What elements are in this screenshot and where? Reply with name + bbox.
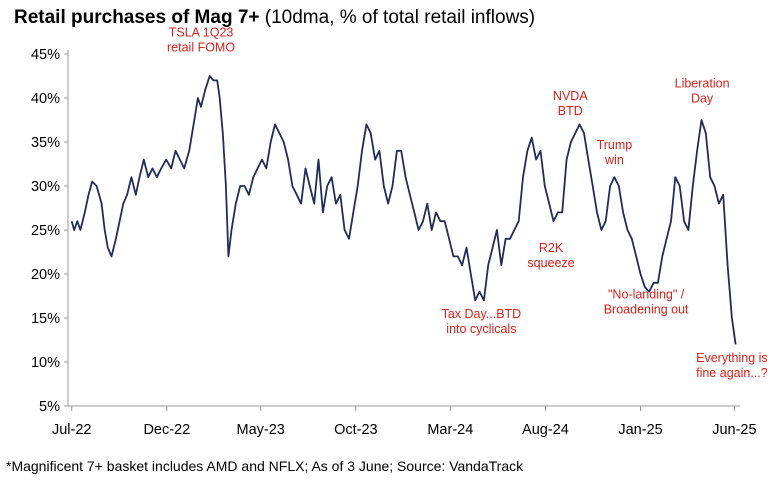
annotation-label: Everything is fine again...? <box>696 351 767 380</box>
series-line <box>70 75 737 345</box>
annotation-line: retail FOMO <box>167 40 235 54</box>
chart-axes <box>64 50 740 411</box>
annotation-line: NVDA <box>553 89 588 103</box>
annotation-line: squeeze <box>527 256 574 270</box>
x-tick-label: Oct-23 <box>334 422 378 438</box>
chart-title-bold: Retail purchases of Mag 7+ <box>14 7 260 28</box>
annotation-line: Liberation <box>675 76 730 90</box>
y-tick-label: 20% <box>31 267 60 283</box>
y-tick-label: 30% <box>31 179 60 195</box>
annotation-line: Broadening out <box>604 303 689 317</box>
annotations-layer: TSLA 1Q23 retail FOMO NVDA BTD Liberation Day… <box>167 25 767 380</box>
y-tick-label: 5% <box>39 399 60 415</box>
y-tick-label: 45% <box>31 47 60 63</box>
annotation-line: "No-landing" / <box>608 288 685 302</box>
annotation-label: "No-landing" / Broadening out <box>604 288 689 317</box>
x-tick-label: May-23 <box>237 422 285 438</box>
x-tick-label: Dec-22 <box>143 422 190 438</box>
chart-title: Retail purchases of Mag 7+ (10dma, % of … <box>14 7 535 29</box>
series-layer <box>70 75 737 345</box>
x-tick-label: Jan-25 <box>618 422 662 438</box>
chart-title-rest: (10dma, % of total retail inflows) <box>259 7 536 28</box>
annotation-line: Everything is <box>696 351 767 365</box>
annotation-line: Trump <box>597 138 633 152</box>
y-tick-label: 40% <box>31 91 60 107</box>
annotation-line: R2K <box>539 241 564 255</box>
annotation-line: TSLA 1Q23 <box>169 25 234 39</box>
annotation-label: Trump win <box>597 138 633 167</box>
footnote: *Magnificent 7+ basket includes AMD and … <box>6 458 524 474</box>
annotation-label: Tax Day...BTD into cyclicals <box>442 307 522 336</box>
x-tick-label: Jun-25 <box>712 422 756 438</box>
annotation-line: fine again...? <box>696 366 767 380</box>
annotation-line: win <box>604 153 624 167</box>
tick-labels: 5% 10% 15% 20% 25% 30% 35% 40% 45% Jul-22 Dec-22 Ma… <box>31 47 757 438</box>
y-tick-label: 35% <box>31 135 60 151</box>
x-tick-label: Aug-24 <box>522 422 569 438</box>
annotation-line: Day <box>691 91 714 105</box>
annotation-line: BTD <box>558 104 583 118</box>
annotation-label: R2K squeeze <box>527 241 574 270</box>
y-tick-label: 25% <box>31 223 60 239</box>
annotation-label: NVDA BTD <box>553 89 588 118</box>
x-tick-label: Mar-24 <box>427 422 473 438</box>
annotation-label: TSLA 1Q23 retail FOMO <box>167 25 235 54</box>
annotation-label: Liberation Day <box>675 76 730 105</box>
annotation-line: Tax Day...BTD <box>442 307 522 321</box>
x-tick-label: Jul-22 <box>52 422 92 438</box>
annotation-line: into cyclicals <box>446 322 516 336</box>
y-tick-label: 15% <box>31 311 60 327</box>
y-tick-label: 10% <box>31 355 60 371</box>
